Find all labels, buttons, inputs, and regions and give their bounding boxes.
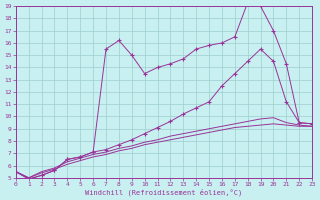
X-axis label: Windchill (Refroidissement éolien,°C): Windchill (Refroidissement éolien,°C) <box>85 188 243 196</box>
